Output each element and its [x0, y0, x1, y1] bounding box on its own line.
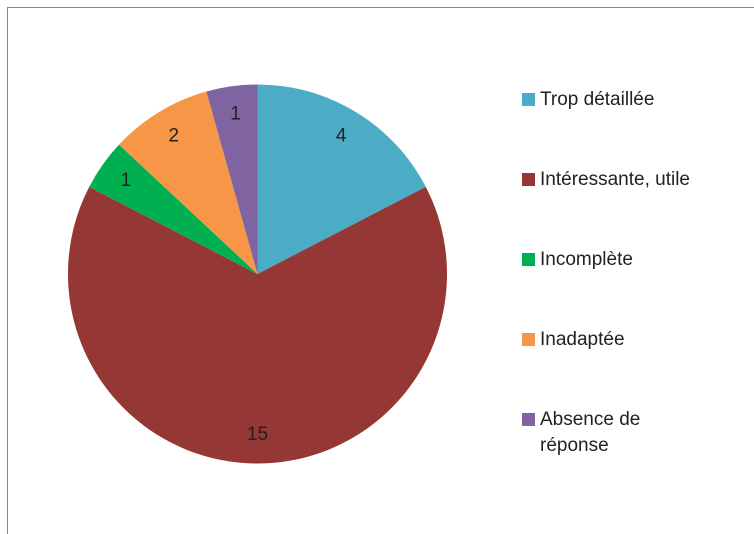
data-label: 4	[336, 125, 347, 146]
pie-slice	[257, 84, 426, 274]
legend-swatch	[522, 253, 535, 266]
pie-slice	[67, 186, 448, 464]
legend-item: Intéressante, utile	[522, 167, 747, 193]
legend-label: Incomplète	[540, 249, 633, 270]
legend-item: Trop détaillée	[522, 87, 747, 113]
legend-label: Absence de réponse	[540, 409, 641, 456]
legend-label: Intéressante, utile	[540, 169, 690, 190]
data-label: 2	[169, 125, 180, 146]
chart-frame	[7, 7, 754, 534]
legend-swatch	[522, 333, 535, 346]
data-label: 15	[247, 424, 268, 445]
data-label: 1	[230, 103, 241, 124]
pie-slice	[206, 84, 258, 274]
legend-label: Trop détaillée	[540, 89, 655, 110]
legend-item: Absence de réponse	[522, 407, 747, 459]
legend-item: Incomplète	[522, 247, 747, 273]
legend-label: Inadaptée	[540, 329, 625, 350]
legend-item: Inadaptée	[522, 327, 747, 353]
legend-swatch	[522, 413, 535, 426]
pie-slice	[89, 144, 258, 274]
data-label: 1	[121, 170, 132, 191]
legend-swatch	[522, 93, 535, 106]
legend-swatch	[522, 173, 535, 186]
pie-slice	[119, 91, 258, 274]
